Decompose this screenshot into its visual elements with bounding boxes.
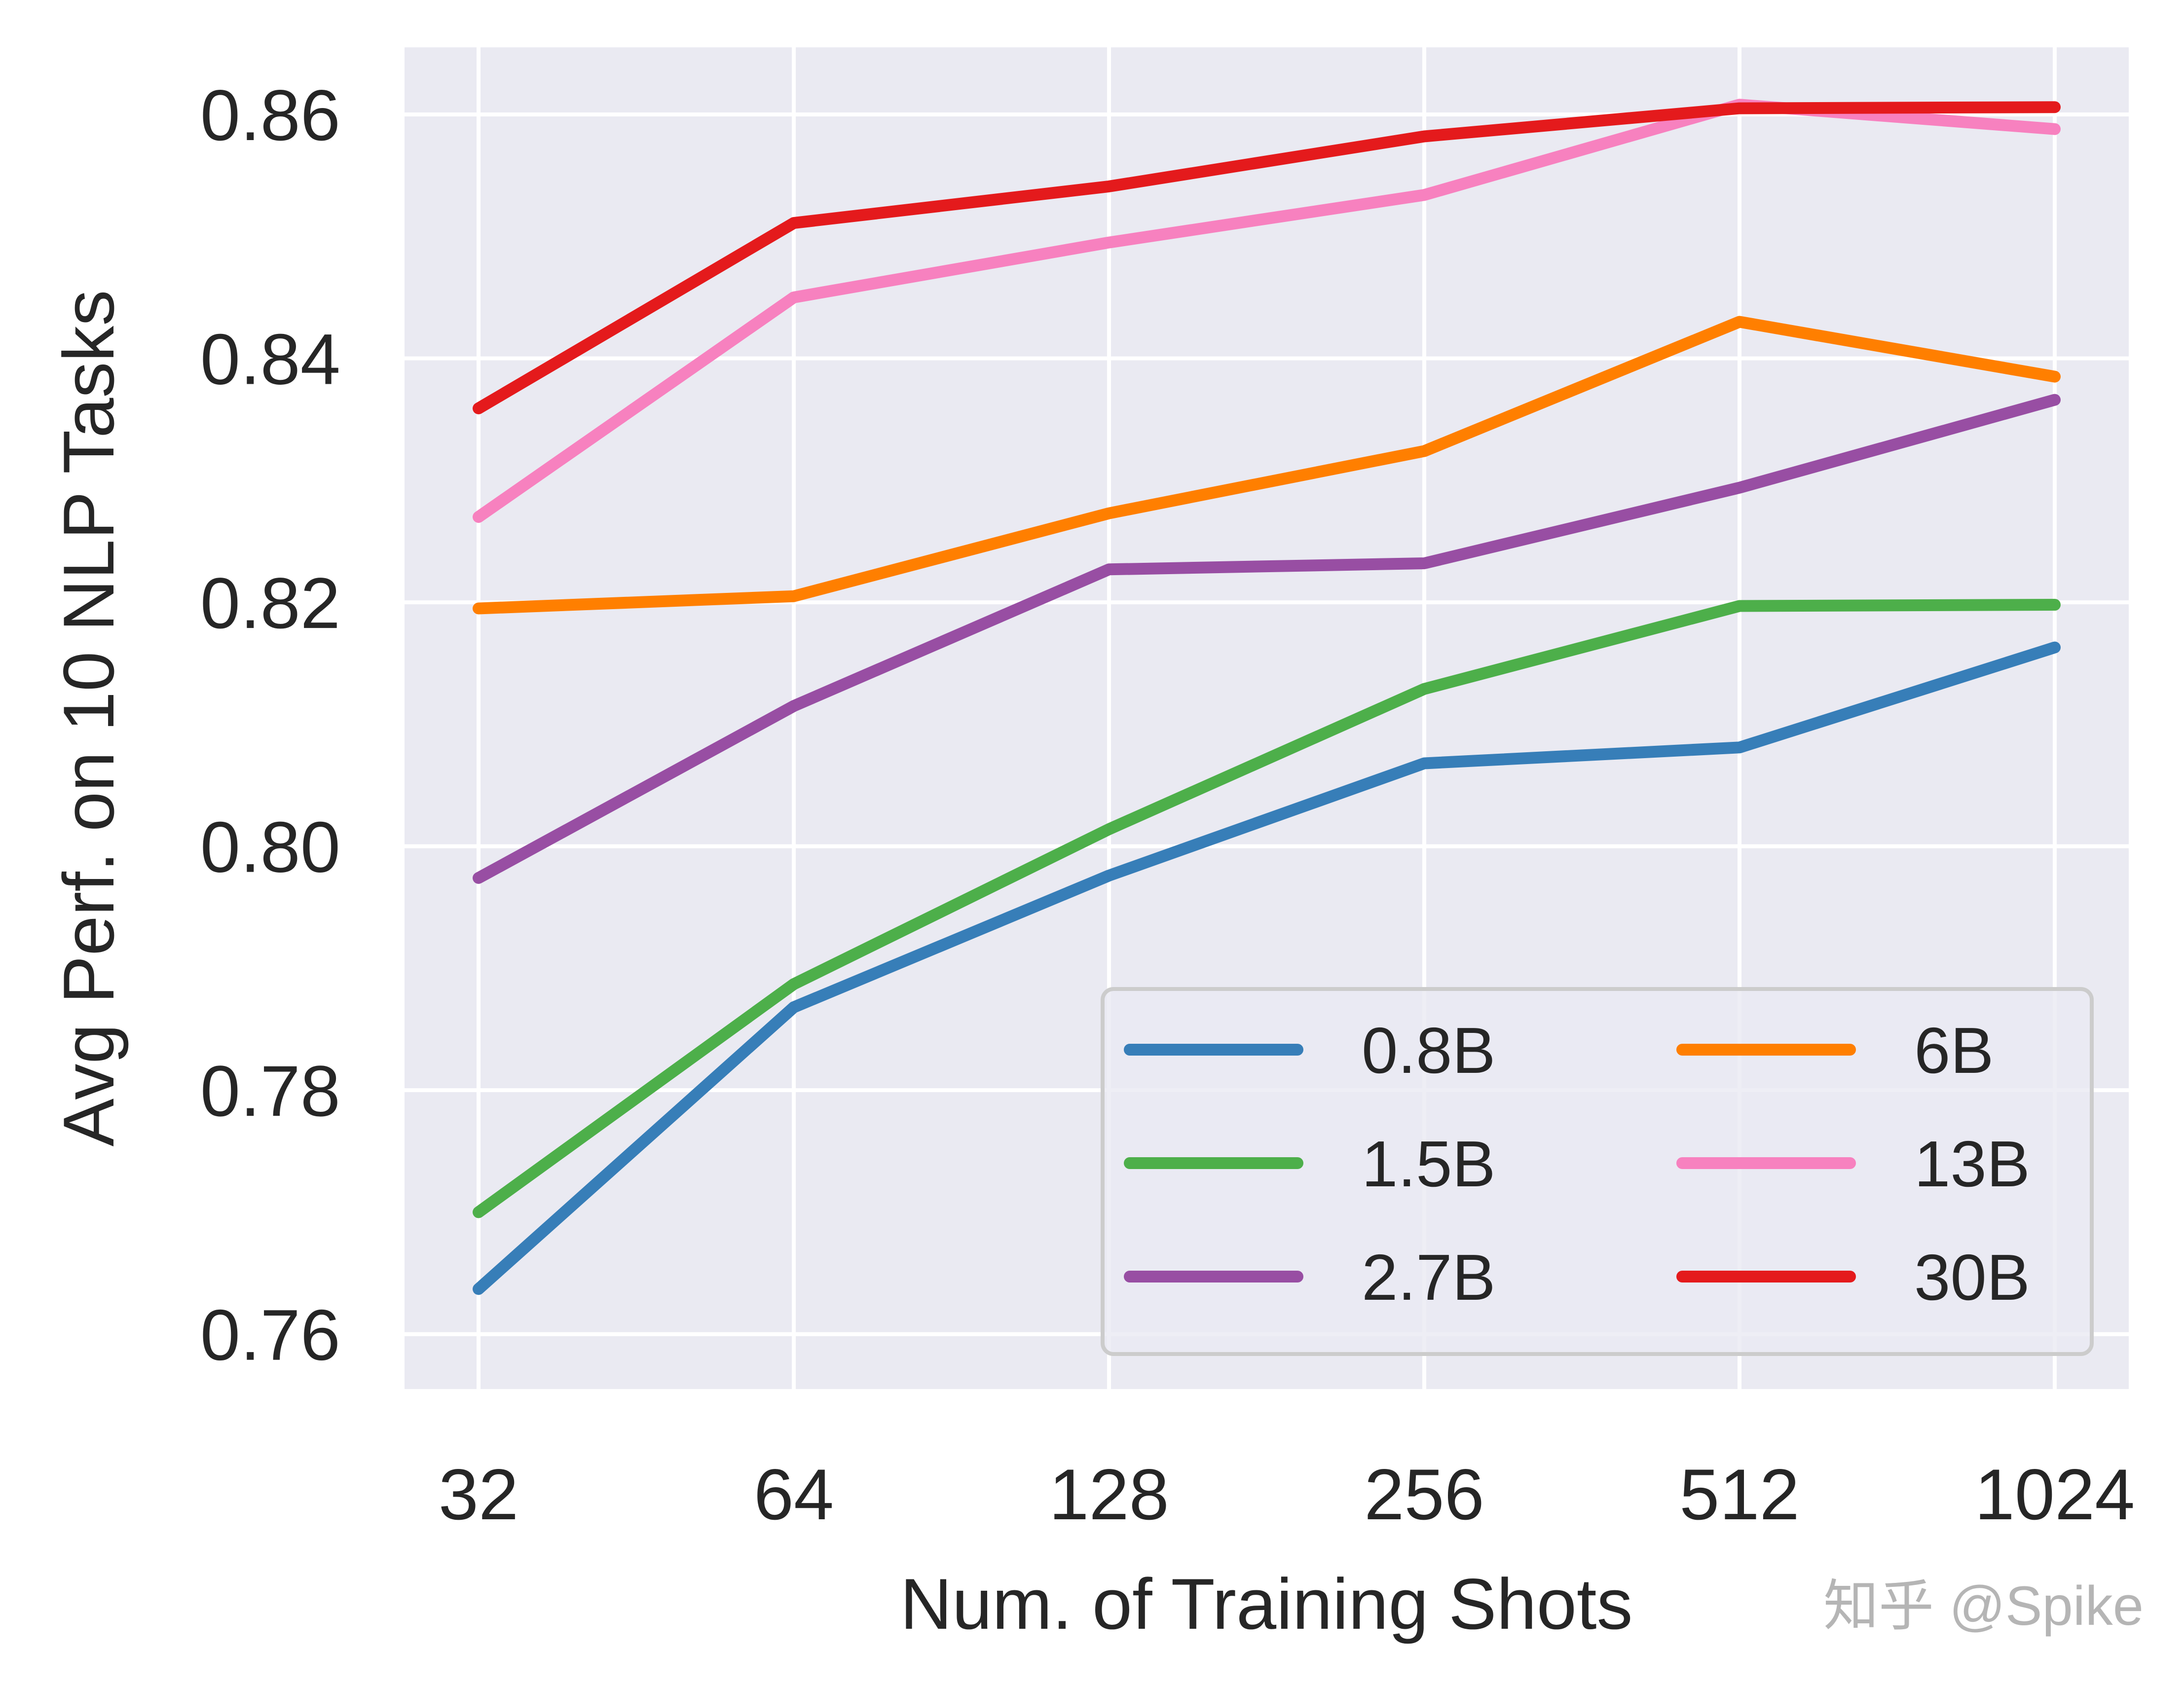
legend-box (1101, 987, 2094, 1356)
x-axis-label: Num. of Training Shots (900, 1564, 1632, 1644)
series-line-6B (473, 316, 2061, 615)
x-tick-label: 256 (1364, 1454, 1484, 1535)
y-tick-label: 0.86 (200, 75, 340, 155)
x-tick-label: 512 (1679, 1454, 1800, 1535)
legend: 0.8B 1.5B 2.7B 6B 13B 30B (1101, 987, 2094, 1356)
legend-label-2.7B: 2.7B (1362, 1241, 1496, 1314)
series-line-1.5B (473, 599, 2061, 1218)
y-axis-label: Avg Perf. on 10 NLP Tasks (48, 290, 129, 1147)
legend-label-1.5B: 1.5B (1362, 1128, 1496, 1200)
watermark: 知乎 @Spike (1823, 1575, 2144, 1637)
y-tick-labels: 0.76 0.78 0.80 0.82 0.84 0.86 (200, 75, 340, 1375)
series-line-2.7B (473, 394, 2061, 884)
y-tick-label: 0.84 (200, 319, 340, 400)
legend-label-6B: 6B (1914, 1014, 1994, 1087)
y-tick-label: 0.82 (200, 563, 340, 643)
legend-label-30B: 30B (1914, 1241, 2030, 1314)
y-tick-label: 0.78 (200, 1051, 340, 1131)
x-tick-label: 1024 (1975, 1454, 2135, 1535)
legend-label-13B: 13B (1914, 1128, 2030, 1200)
x-tick-label: 128 (1049, 1454, 1169, 1535)
y-tick-label: 0.80 (200, 807, 340, 887)
series-line-0.8B (473, 641, 2061, 1295)
x-tick-label: 64 (754, 1454, 834, 1535)
series-line-30B (473, 101, 2061, 414)
y-tick-label: 0.76 (200, 1295, 340, 1375)
x-tick-labels: 32 64 128 256 512 1024 (439, 1454, 2135, 1535)
x-tick-label: 32 (439, 1454, 518, 1535)
series-lines (473, 99, 2061, 1295)
legend-label-0.8B: 0.8B (1362, 1014, 1496, 1087)
